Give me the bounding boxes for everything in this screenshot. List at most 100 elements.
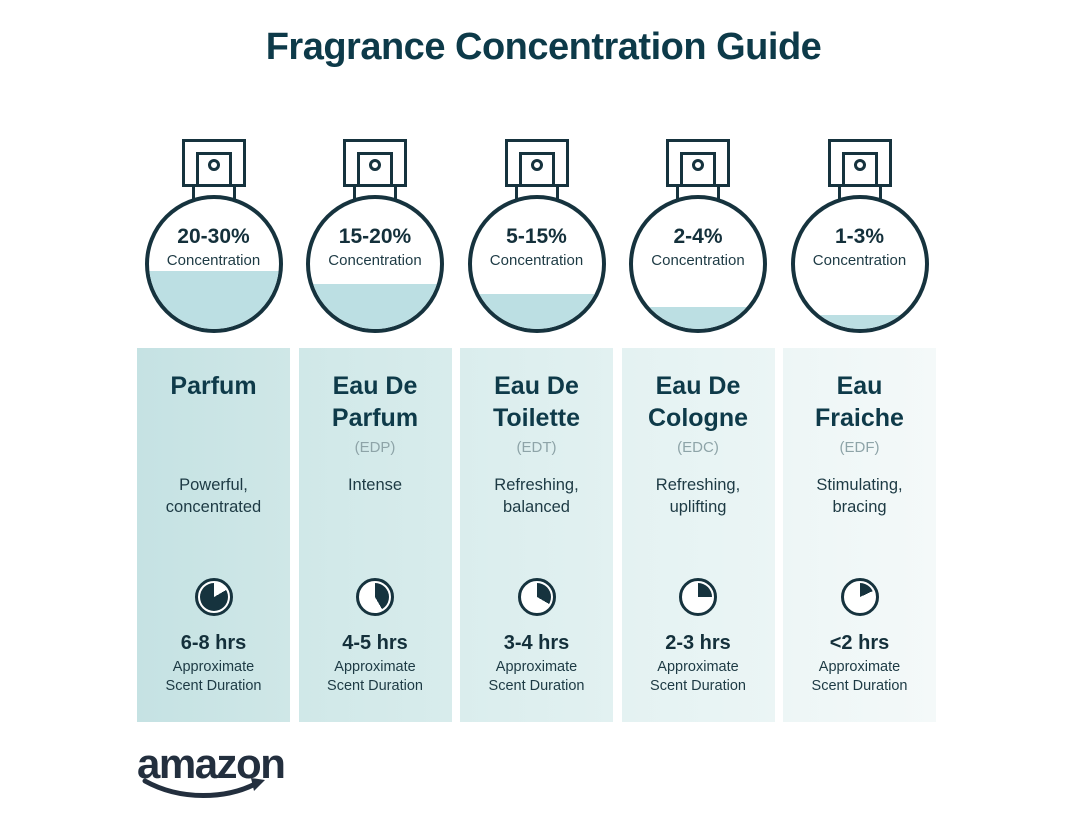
spray-cap-icon [181, 139, 246, 187]
clock-pie-fill [199, 583, 228, 611]
amazon-smile-icon [142, 778, 265, 798]
spray-nozzle-icon [195, 152, 232, 187]
fragrance-description: Refreshing, uplifting [622, 474, 775, 518]
scent-duration-note: Approximate Scent Duration [460, 658, 613, 696]
clock-pie-fill [361, 583, 389, 611]
fragrance-description: Powerful, concentrated [137, 474, 290, 518]
description-line: Powerful, [179, 476, 248, 494]
concentration-value: 20-30% [177, 225, 250, 248]
fragrance-name-line: Eau De [655, 372, 741, 400]
liquid-fill [148, 270, 279, 329]
scent-duration-value: 6-8 hrs [180, 632, 247, 654]
spray-cap-icon [504, 139, 569, 187]
scent-duration-note: Approximate Scent Duration [137, 658, 290, 696]
fragrance-abbreviation: (EDC) [677, 439, 719, 456]
clock-icon [356, 578, 394, 616]
fragrance-name-line: Eau De [494, 372, 579, 400]
spray-cap-icon [343, 139, 407, 187]
fragrance-column-edt: Eau De Toilette (EDT) Refreshing, balanc… [460, 348, 613, 722]
description-line: Refreshing, [494, 476, 579, 494]
spray-cap-icon [666, 139, 730, 187]
clock-pie-fill [522, 583, 551, 611]
concentration-label: Concentration [166, 252, 261, 269]
concentration-label: Concentration [651, 252, 745, 269]
fragrance-name-line: Parfum [331, 404, 419, 432]
note-line: Approximate [818, 659, 901, 675]
fragrance-description: Stimulating, bracing [783, 474, 936, 518]
spray-nozzle-icon [841, 152, 878, 187]
amazon-logo-text: amazon [137, 740, 286, 787]
fragrance-name: Eau De Parfum (EDP) [299, 370, 452, 458]
liquid-fill [471, 293, 602, 329]
perfume-bottle-edc: 2-4% Concentration [622, 139, 775, 333]
note-line: Approximate [172, 659, 255, 675]
scent-duration-value: 4-5 hrs [342, 632, 408, 654]
note-line: Scent Duration [165, 678, 262, 694]
fragrance-description: Intense [299, 474, 452, 496]
clock-icon [517, 578, 556, 616]
scent-duration-note: Approximate Scent Duration [783, 658, 936, 696]
note-line: Scent Duration [811, 678, 908, 694]
fragrance-name: Eau De Toilette (EDT) [460, 370, 613, 458]
clock-icon [679, 578, 717, 616]
description-line: concentrated [165, 498, 262, 516]
fragrance-name-line: Toilette [492, 404, 581, 432]
concentration-label: Concentration [328, 252, 422, 269]
page-title: Fragrance Concentration Guide [265, 26, 822, 68]
clock-pie-fill [845, 583, 874, 611]
fragrance-abbreviation: (EDT) [516, 439, 557, 456]
fragrance-name-line: Eau [836, 372, 883, 400]
clock-pie-fill [684, 583, 712, 611]
perfume-bottle-edp: 15-20% Concentration [299, 139, 452, 333]
scent-duration-note: Approximate Scent Duration [622, 658, 775, 696]
nozzle-hole-icon [369, 159, 381, 171]
scent-duration-value: 2-3 hrs [665, 632, 731, 654]
concentration-label: Concentration [812, 252, 907, 269]
description-line: bracing [832, 498, 887, 516]
fragrance-name: Parfum [137, 370, 290, 406]
nozzle-hole-icon [207, 159, 220, 171]
fragrance-abbreviation: (EDP) [354, 439, 396, 456]
bottle-body: 1-3% Concentration [790, 195, 929, 333]
bottle-body: 2-4% Concentration [629, 195, 767, 333]
spray-nozzle-icon [357, 152, 393, 187]
bottle-body: 20-30% Concentration [144, 195, 283, 333]
fragrance-column-parfum: Parfum Powerful, concentrated 6-8 hrs Ap… [137, 348, 290, 722]
concentration-value: 5-15% [506, 225, 567, 248]
bottle-body: 5-15% Concentration [467, 195, 606, 333]
note-line: Approximate [495, 659, 578, 675]
liquid-fill [794, 314, 925, 329]
fragrance-name-line: Parfum [170, 372, 257, 400]
fragrance-column-edc: Eau De Cologne (EDC) Refreshing, uplifti… [621, 348, 775, 722]
description-line: Refreshing, [655, 476, 741, 494]
nozzle-hole-icon [853, 159, 866, 171]
nozzle-hole-icon [530, 159, 543, 171]
fragrance-description: Refreshing, balanced [460, 474, 613, 518]
description-line: Intense [347, 476, 403, 494]
amazon-logo: amazon [137, 742, 297, 803]
fragrance-name: Eau Fraiche (EDF) [783, 370, 936, 458]
fragrance-abbreviation: (EDF) [839, 439, 880, 456]
scent-duration-value: 3-4 hrs [503, 632, 570, 654]
clock-icon [840, 578, 879, 616]
fragrance-name-line: Cologne [648, 404, 748, 432]
scent-duration-note: Approximate Scent Duration [299, 658, 452, 696]
description-line: uplifting [669, 498, 727, 516]
concentration-value: 15-20% [338, 225, 412, 248]
fragrance-name: Eau De Cologne (EDC) [622, 370, 775, 458]
note-line: Scent Duration [327, 678, 423, 694]
description-line: Stimulating, [816, 476, 903, 494]
note-line: Scent Duration [650, 678, 746, 694]
perfume-bottle-parfum: 20-30% Concentration [137, 139, 290, 333]
liquid-fill [310, 283, 440, 329]
concentration-value: 1-3% [834, 225, 885, 248]
note-line: Approximate [657, 659, 739, 675]
spray-cap-icon [827, 139, 892, 187]
fragrance-column-edf: Eau Fraiche (EDF) Stimulating, bracing <… [783, 348, 936, 722]
spray-nozzle-icon [680, 152, 716, 187]
note-line: Scent Duration [488, 678, 585, 694]
spray-nozzle-icon [518, 152, 555, 187]
perfume-bottle-edf: 1-3% Concentration [783, 139, 936, 333]
fragrance-name-line: Eau De [332, 372, 418, 400]
clock-icon [194, 578, 233, 616]
